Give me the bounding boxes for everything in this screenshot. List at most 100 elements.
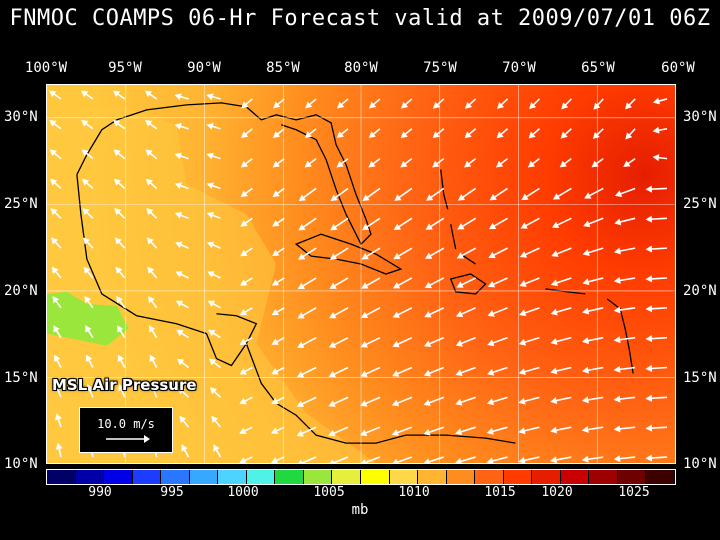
- wind-vector-head: [625, 132, 633, 140]
- wind-vector-head: [423, 340, 432, 347]
- wind-vector-head: [550, 338, 558, 345]
- wind-vector-head: [207, 271, 215, 278]
- wind-vector-head: [304, 160, 312, 168]
- wind-vector-head: [272, 190, 280, 198]
- wind-vector-head: [145, 178, 153, 186]
- wind-vector-head: [52, 295, 60, 304]
- wind-vector-head: [520, 222, 528, 229]
- wind-vector-head: [613, 276, 621, 284]
- wind-vector-head: [645, 275, 653, 283]
- wind-vector-head: [328, 429, 336, 437]
- wind-vector-head: [592, 131, 600, 139]
- colorbar-swatch: [389, 470, 419, 484]
- wind-vector-head: [329, 459, 335, 463]
- wind-vector-head: [464, 101, 473, 109]
- wind-vector-head: [432, 160, 440, 168]
- wind-vectors: [49, 90, 668, 463]
- wind-vector-head: [368, 160, 376, 168]
- wind-vector-head: [623, 160, 631, 168]
- wind-vector-head: [360, 370, 368, 378]
- wind-vector-head: [560, 131, 568, 139]
- wind-vector-head: [55, 442, 63, 450]
- wind-vector-head: [174, 212, 183, 219]
- wind-vector-head: [456, 252, 465, 259]
- low-pressure-region: [47, 104, 376, 463]
- wind-vector-head: [392, 282, 401, 289]
- pressure-map: [46, 84, 676, 464]
- lon-label: 100°W: [24, 60, 68, 76]
- wind-vector-head: [239, 308, 248, 316]
- colorbar-swatch: [617, 470, 647, 484]
- wind-vector-head: [360, 400, 368, 407]
- wind-vector-head: [518, 368, 526, 376]
- wind-vector-head: [239, 368, 247, 375]
- wind-vector-head: [488, 222, 497, 230]
- wind-vector-head: [240, 190, 248, 198]
- wind-vector-head: [652, 154, 660, 162]
- wind-vector-head: [239, 338, 247, 345]
- wind-vector-head: [645, 215, 653, 223]
- field-label: MSL Air Pressure: [52, 376, 197, 394]
- wind-vector-head: [213, 444, 220, 452]
- wind-vector-head: [581, 396, 589, 404]
- wind-vector-head: [272, 131, 281, 138]
- colorbar-swatch: [218, 470, 247, 484]
- wind-vector-head: [613, 306, 621, 314]
- wind-vector-head: [113, 178, 122, 186]
- grid-lines: [47, 85, 675, 463]
- colorbar-swatch: [75, 470, 105, 484]
- wind-vector-head: [550, 308, 558, 316]
- wind-vector-head: [329, 312, 337, 319]
- wind-vector-head: [528, 131, 536, 139]
- wind-vector-head: [175, 241, 183, 249]
- colorbar-tick: 1015: [484, 485, 516, 500]
- wind-vector-head: [456, 281, 464, 288]
- colorbar-swatch: [532, 470, 561, 484]
- wind-vector-head: [645, 394, 653, 402]
- wind-vector-head: [583, 220, 591, 228]
- wind-vector-head: [50, 208, 58, 216]
- wind-vector-head: [179, 415, 187, 424]
- wind-vector-head: [304, 131, 313, 138]
- wind-vector-head: [270, 457, 278, 463]
- wind-vector-head: [49, 149, 57, 157]
- colorbar-swatch: [47, 470, 76, 484]
- wind-vector-head: [328, 400, 336, 407]
- wind-vector-head: [328, 341, 337, 348]
- wind-vector-head: [240, 220, 248, 227]
- wind-vector-head: [81, 178, 90, 186]
- wind-vector-head: [271, 397, 279, 405]
- lon-label: 75°W: [423, 60, 457, 76]
- wind-vector-head: [51, 237, 59, 245]
- wind-vector-head: [455, 310, 464, 318]
- wind-vector-head: [529, 102, 537, 110]
- lon-label: 95°W: [108, 60, 142, 76]
- wind-vector-head: [552, 193, 561, 200]
- wind-vector-head: [298, 194, 306, 202]
- wind-vector-head: [457, 223, 465, 230]
- wind-vector-head: [519, 309, 527, 317]
- wind-vector-head: [147, 266, 155, 274]
- wind-vector-head: [297, 341, 305, 348]
- wind-vector-head: [486, 398, 495, 406]
- lat-label: 10°N: [4, 456, 38, 472]
- wind-vector-head: [177, 387, 186, 395]
- wind-vector-head: [297, 282, 306, 290]
- wind-vector-head: [114, 208, 122, 216]
- wind-vector-head: [361, 253, 369, 260]
- wind-vector-head: [336, 131, 344, 139]
- wind-vector-head: [83, 266, 91, 274]
- wind-vector-head: [80, 90, 89, 98]
- colorbar-swatch: [475, 470, 504, 484]
- wind-vector-head: [423, 428, 431, 436]
- wind-vector-head: [368, 131, 376, 139]
- wind-vector-head: [54, 383, 62, 392]
- wind-vector-head: [613, 395, 621, 403]
- colorbar-tick: 1010: [398, 485, 430, 500]
- wind-vector-head: [496, 101, 505, 109]
- wind-vector-head: [145, 149, 153, 157]
- wind-vector-head: [149, 354, 157, 362]
- wind-vector-head: [239, 457, 247, 463]
- wind-vector-head: [174, 182, 183, 190]
- wind-vector-head: [613, 455, 621, 463]
